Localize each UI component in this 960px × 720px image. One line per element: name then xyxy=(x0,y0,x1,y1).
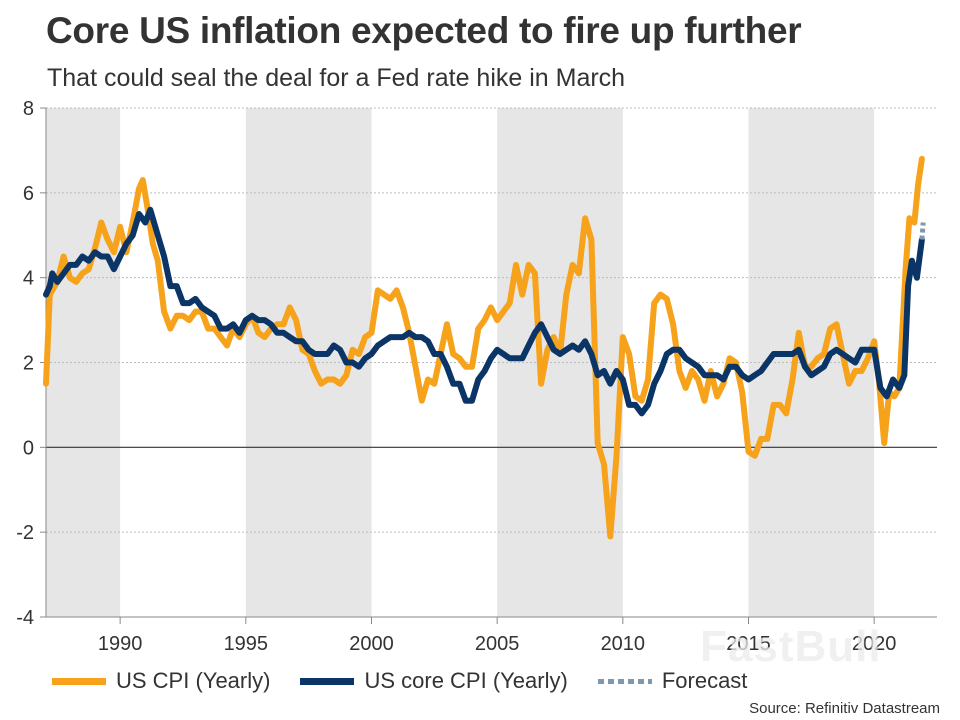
cpi-line xyxy=(43,155,925,540)
legend-swatch-core-cpi xyxy=(300,677,355,685)
legend-label-core-cpi: US core CPI (Yearly) xyxy=(364,668,568,693)
source-note: Source: Refinitiv Datastream xyxy=(749,700,940,717)
forecast-line xyxy=(919,222,926,240)
y-tick-label: 2 xyxy=(23,353,34,375)
legend-swatch-forecast xyxy=(597,678,652,684)
x-tick-label: 1990 xyxy=(98,633,143,655)
x-tick-label: 2010 xyxy=(601,633,646,655)
y-tick-label: 0 xyxy=(23,437,34,459)
legend: US CPI (Yearly) US core CPI (Yearly) For… xyxy=(52,666,777,696)
y-tick-label: -4 xyxy=(16,607,34,629)
legend-label-cpi: US CPI (Yearly) xyxy=(116,668,271,693)
chart-title: Core US inflation expected to fire up fu… xyxy=(46,10,802,51)
y-tick-label: -2 xyxy=(16,522,34,544)
chart-subtitle: That could seal the deal for a Fed rate … xyxy=(47,64,626,92)
y-tick-label: 6 xyxy=(23,183,34,205)
x-tick-label: 2005 xyxy=(475,633,520,655)
x-tick-label: 2000 xyxy=(349,633,394,655)
legend-item-core-cpi: US core CPI (Yearly) xyxy=(300,668,568,694)
legend-item-forecast: Forecast xyxy=(597,668,748,694)
y-tick-label: 4 xyxy=(23,268,34,290)
watermark: FastBull xyxy=(700,622,882,671)
legend-label-forecast: Forecast xyxy=(661,668,748,693)
series-lines xyxy=(43,155,926,540)
axes: -4 -2 0 2 4 6 8 1990 1995 2000 2005 2010 2015 2020 xyxy=(16,98,937,655)
core-cpi-line xyxy=(43,206,925,417)
legend-swatch-cpi xyxy=(52,677,106,685)
y-tick-label: 8 xyxy=(23,98,34,120)
x-tick-label: 2015 xyxy=(726,633,771,655)
x-tick-label: 1995 xyxy=(224,633,269,655)
x-tick-label: 2020 xyxy=(852,633,897,655)
legend-item-cpi: US CPI (Yearly) xyxy=(52,668,270,694)
